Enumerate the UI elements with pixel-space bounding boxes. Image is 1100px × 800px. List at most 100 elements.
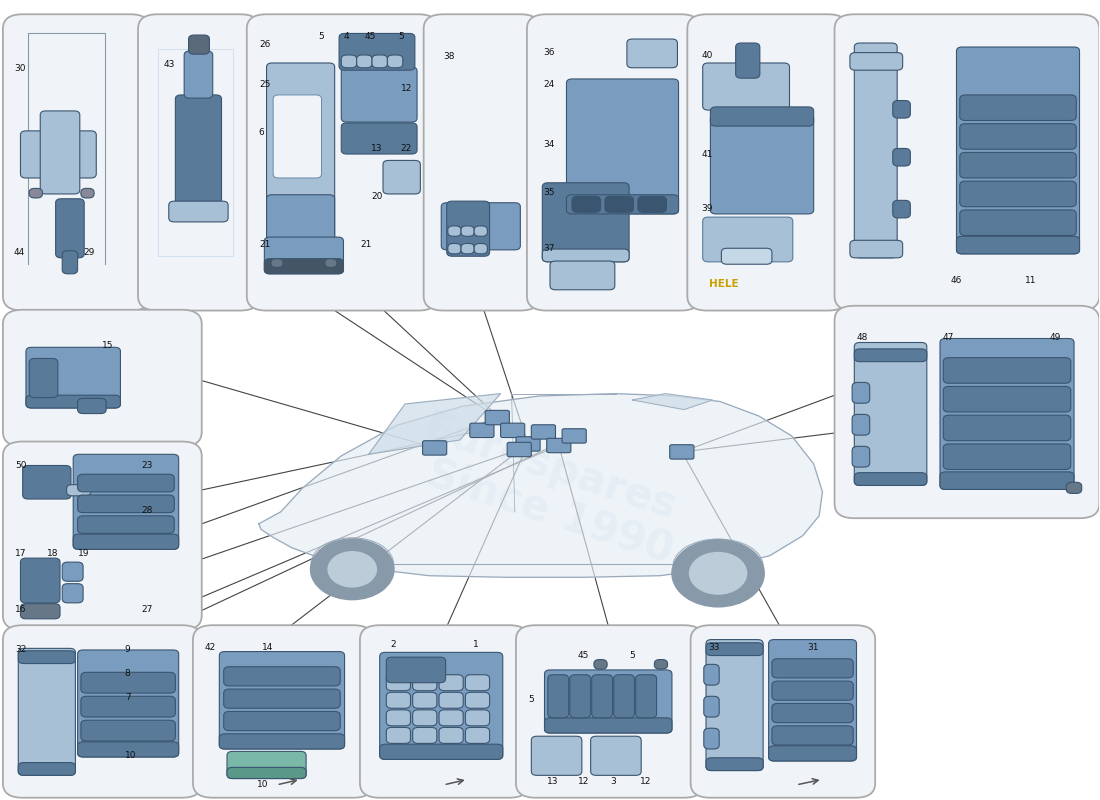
FancyBboxPatch shape: [944, 444, 1070, 470]
FancyBboxPatch shape: [654, 659, 668, 669]
FancyBboxPatch shape: [379, 652, 503, 759]
FancyBboxPatch shape: [461, 226, 474, 236]
FancyBboxPatch shape: [3, 310, 201, 446]
Text: 13: 13: [547, 778, 558, 786]
Text: 12: 12: [578, 778, 588, 786]
FancyBboxPatch shape: [81, 696, 175, 717]
FancyBboxPatch shape: [74, 454, 178, 550]
Text: 3: 3: [610, 778, 616, 786]
Text: 38: 38: [443, 52, 455, 61]
FancyBboxPatch shape: [957, 236, 1079, 254]
FancyBboxPatch shape: [960, 153, 1076, 178]
Text: 5: 5: [528, 695, 534, 704]
Polygon shape: [258, 394, 823, 578]
Polygon shape: [368, 394, 500, 454]
FancyBboxPatch shape: [266, 194, 334, 242]
FancyBboxPatch shape: [412, 674, 437, 690]
FancyBboxPatch shape: [78, 474, 174, 492]
Text: 9: 9: [124, 645, 131, 654]
FancyBboxPatch shape: [570, 674, 591, 718]
FancyBboxPatch shape: [944, 386, 1070, 412]
FancyBboxPatch shape: [439, 727, 463, 743]
FancyBboxPatch shape: [940, 338, 1074, 490]
FancyBboxPatch shape: [769, 746, 857, 761]
FancyBboxPatch shape: [670, 445, 694, 459]
FancyBboxPatch shape: [627, 39, 678, 68]
FancyBboxPatch shape: [78, 398, 107, 414]
Text: 27: 27: [141, 605, 153, 614]
Text: HELE: HELE: [710, 279, 739, 290]
FancyBboxPatch shape: [386, 727, 410, 743]
Polygon shape: [632, 394, 713, 410]
FancyBboxPatch shape: [266, 63, 334, 242]
FancyBboxPatch shape: [736, 43, 760, 78]
FancyBboxPatch shape: [81, 672, 175, 693]
FancyBboxPatch shape: [572, 196, 601, 212]
FancyBboxPatch shape: [507, 442, 531, 457]
FancyBboxPatch shape: [531, 425, 556, 439]
FancyBboxPatch shape: [548, 674, 569, 718]
FancyBboxPatch shape: [465, 674, 490, 690]
FancyBboxPatch shape: [78, 516, 174, 534]
Text: 13: 13: [371, 144, 383, 153]
FancyBboxPatch shape: [711, 115, 814, 214]
FancyBboxPatch shape: [772, 726, 854, 745]
FancyBboxPatch shape: [341, 123, 417, 154]
FancyBboxPatch shape: [372, 55, 387, 68]
FancyBboxPatch shape: [960, 210, 1076, 235]
Text: 33: 33: [708, 643, 719, 652]
Text: 5: 5: [318, 32, 323, 41]
FancyBboxPatch shape: [81, 188, 95, 198]
FancyBboxPatch shape: [175, 95, 221, 210]
FancyBboxPatch shape: [341, 67, 417, 122]
FancyBboxPatch shape: [722, 248, 772, 264]
FancyBboxPatch shape: [960, 181, 1076, 206]
FancyBboxPatch shape: [21, 604, 60, 619]
FancyBboxPatch shape: [3, 626, 201, 798]
FancyBboxPatch shape: [26, 347, 120, 408]
Circle shape: [690, 553, 747, 594]
FancyBboxPatch shape: [264, 258, 343, 274]
FancyBboxPatch shape: [944, 358, 1070, 383]
FancyBboxPatch shape: [474, 226, 487, 236]
FancyBboxPatch shape: [356, 55, 372, 68]
FancyBboxPatch shape: [527, 14, 701, 310]
FancyBboxPatch shape: [562, 429, 586, 443]
FancyBboxPatch shape: [19, 648, 76, 775]
FancyBboxPatch shape: [835, 14, 1099, 310]
FancyBboxPatch shape: [550, 261, 615, 290]
FancyBboxPatch shape: [273, 95, 321, 178]
FancyBboxPatch shape: [852, 446, 870, 467]
FancyBboxPatch shape: [264, 237, 343, 274]
FancyBboxPatch shape: [465, 727, 490, 743]
FancyBboxPatch shape: [461, 243, 474, 254]
FancyBboxPatch shape: [474, 243, 487, 254]
FancyBboxPatch shape: [448, 226, 461, 236]
Text: 16: 16: [15, 605, 26, 614]
FancyBboxPatch shape: [412, 727, 437, 743]
FancyBboxPatch shape: [386, 657, 446, 682]
Text: Eurospares: Eurospares: [418, 407, 682, 529]
Text: 50: 50: [15, 461, 26, 470]
Text: 31: 31: [807, 643, 818, 652]
Text: 4: 4: [343, 32, 349, 41]
FancyBboxPatch shape: [636, 674, 657, 718]
Text: 49: 49: [1049, 334, 1061, 342]
FancyBboxPatch shape: [855, 43, 898, 258]
FancyBboxPatch shape: [835, 306, 1099, 518]
FancyBboxPatch shape: [360, 626, 529, 798]
FancyBboxPatch shape: [271, 258, 283, 267]
Text: 45: 45: [578, 651, 588, 660]
FancyBboxPatch shape: [704, 664, 719, 685]
FancyBboxPatch shape: [78, 742, 178, 757]
FancyBboxPatch shape: [544, 670, 672, 733]
FancyBboxPatch shape: [704, 696, 719, 717]
FancyBboxPatch shape: [184, 51, 212, 98]
Text: 2: 2: [390, 640, 396, 649]
FancyBboxPatch shape: [850, 53, 903, 70]
Text: 24: 24: [543, 80, 554, 89]
Text: 44: 44: [14, 248, 25, 257]
FancyBboxPatch shape: [944, 415, 1070, 441]
FancyBboxPatch shape: [424, 14, 540, 310]
FancyBboxPatch shape: [3, 442, 201, 630]
